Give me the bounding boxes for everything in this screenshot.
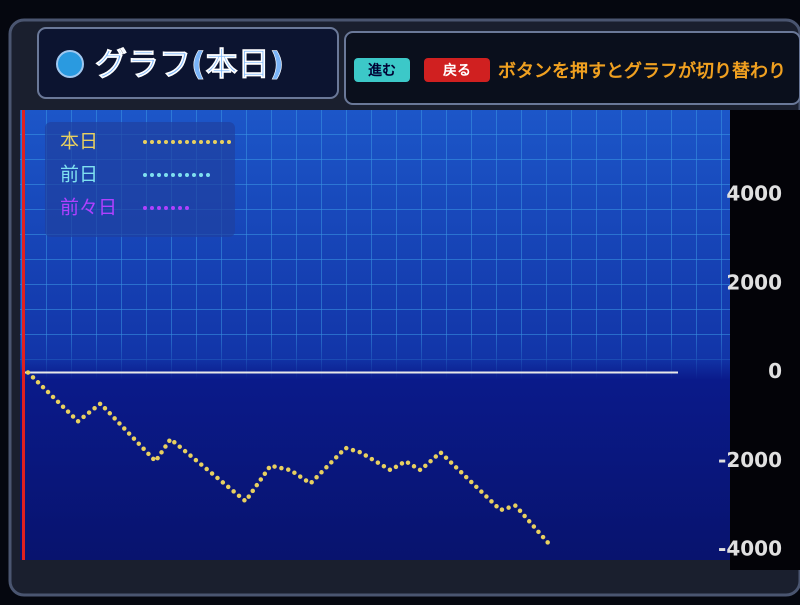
forward-label: 進む: [368, 63, 396, 79]
axis-panel: [730, 110, 800, 570]
hint-panel: [344, 31, 800, 105]
title-icon: [56, 50, 84, 78]
y-tick-label: 0: [768, 359, 782, 383]
back-label: 戻る: [442, 62, 471, 79]
series-line: [25, 370, 553, 548]
back-button[interactable]: [424, 58, 490, 82]
title-panel: [37, 27, 339, 99]
y-tick-label: -4000: [718, 537, 782, 561]
title: グラフ(本日): [95, 45, 284, 83]
y-tick-label: 2000: [726, 270, 782, 294]
legend-label: 前々日: [60, 197, 117, 219]
left-bar: [22, 110, 25, 560]
y-tick-label: -2000: [718, 448, 782, 472]
y-tick-label: 4000: [726, 182, 782, 206]
legend-label: 前日: [60, 164, 98, 186]
forward-button[interactable]: [354, 58, 410, 82]
hint-text: ボタンを押すとグラフが切り替わり: [498, 60, 786, 82]
legend-label: 本日: [60, 131, 98, 153]
